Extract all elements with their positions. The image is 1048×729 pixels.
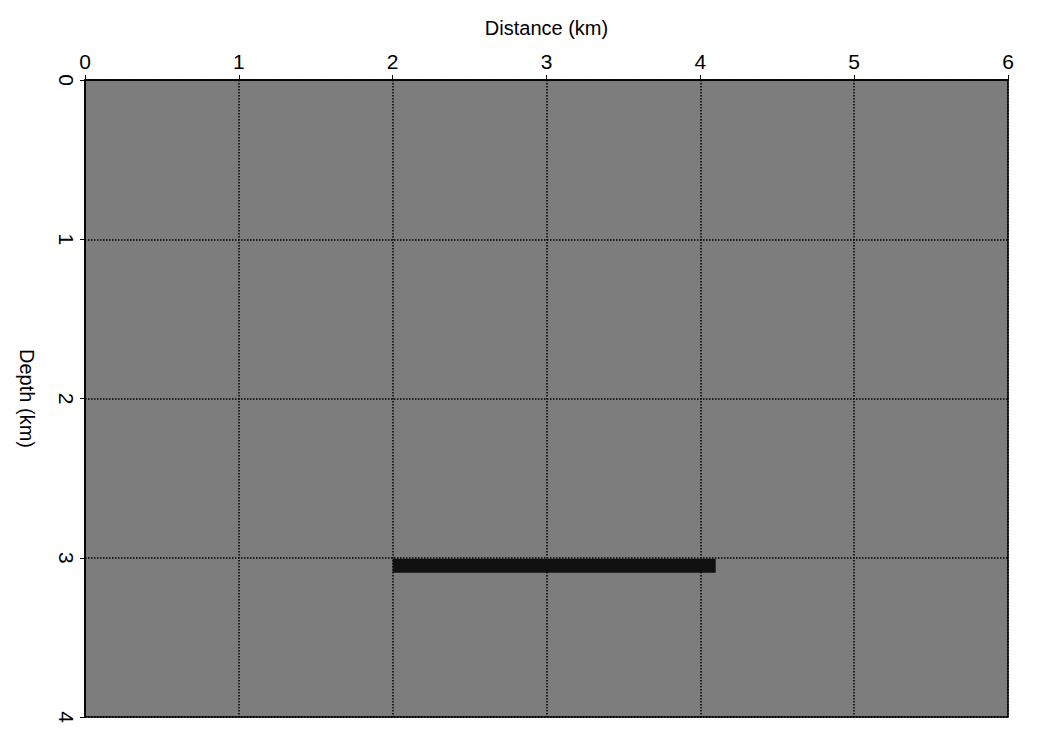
svg-text:4: 4 xyxy=(55,711,78,723)
svg-text:0: 0 xyxy=(55,74,78,86)
svg-text:3: 3 xyxy=(541,50,553,73)
svg-text:2: 2 xyxy=(387,50,399,73)
svg-text:1: 1 xyxy=(55,233,78,245)
svg-text:1: 1 xyxy=(233,50,245,73)
svg-text:Depth (km): Depth (km) xyxy=(16,349,38,448)
svg-text:3: 3 xyxy=(55,552,78,564)
svg-text:2: 2 xyxy=(55,393,78,405)
svg-text:6: 6 xyxy=(1002,50,1014,73)
svg-text:4: 4 xyxy=(694,50,706,73)
svg-text:0: 0 xyxy=(79,50,91,73)
svg-text:5: 5 xyxy=(848,50,860,73)
svg-text:Distance (km): Distance (km) xyxy=(485,17,608,39)
